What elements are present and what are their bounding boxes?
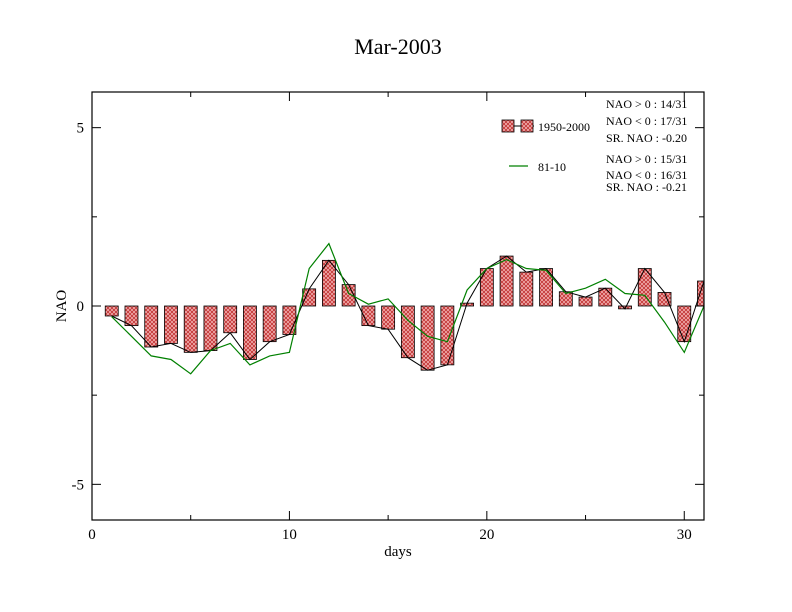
bar-day-22	[519, 271, 534, 307]
bar-day-9	[262, 305, 277, 343]
bar-day-15	[381, 305, 396, 330]
x-axis-label: days	[384, 544, 412, 560]
stats-81-10: NAO > 0 : 15/31 NAO < 0 : 16/31 SR. NAO …	[606, 152, 687, 194]
bar-day-30	[677, 305, 692, 343]
legend-label-1950-2000: 1950-2000	[538, 120, 590, 134]
bar-day-2	[124, 305, 139, 327]
axis-ticks: 0 10 20 30 -5 0 5	[72, 92, 704, 543]
bar-day-4	[164, 305, 178, 344]
bar-day-10	[282, 305, 297, 335]
bar-day-3	[144, 305, 159, 348]
y-axis-label: NAO	[54, 290, 70, 323]
bar-day-5	[183, 305, 198, 353]
stat-nao-negative-1950-2000: NAO < 0 : 17/31	[606, 114, 687, 128]
bar-day-8	[243, 305, 257, 360]
legend-label-81-10: 81-10	[538, 160, 566, 174]
x-tick-label-20: 20	[479, 527, 494, 543]
stat-sr-nao-81-10: SR. NAO : -0.21	[606, 180, 687, 194]
bar-day-31	[697, 280, 704, 307]
bar-day-18	[440, 305, 455, 366]
bar-day-7	[223, 305, 238, 334]
bar-day-13	[341, 284, 356, 307]
chart-title: Mar-2003	[354, 34, 442, 59]
bar-day-25	[578, 296, 593, 307]
y-tick-label-5: 5	[77, 121, 85, 137]
x-tick-label-0: 0	[88, 527, 96, 543]
legend-bar-swatch-right	[520, 119, 534, 133]
line-series-81-10	[111, 242, 704, 375]
stats-1950-2000: NAO > 0 : 14/31 NAO < 0 : 17/31 SR. NAO …	[606, 97, 687, 145]
legend-bar-swatch-left	[501, 119, 515, 133]
stat-sr-nao-1950-2000: SR. NAO : -0.20	[606, 131, 687, 145]
bar-day-26	[598, 287, 613, 307]
bar-day-6	[203, 305, 218, 351]
x-tick-label-10: 10	[282, 527, 297, 543]
stat-nao-positive-81-10: NAO > 0 : 15/31	[606, 152, 687, 166]
y-tick-label--5: -5	[72, 477, 85, 493]
bar-day-21	[499, 255, 514, 307]
bar-day-1	[104, 305, 119, 317]
bar-series-1950-2000	[104, 255, 704, 371]
bar-day-11	[302, 288, 317, 307]
x-tick-label-30: 30	[677, 527, 692, 543]
bar-day-16	[400, 305, 415, 359]
legend: 1950-2000 81-10	[501, 119, 590, 174]
y-tick-label-0: 0	[77, 299, 85, 315]
stat-nao-positive-1950-2000: NAO > 0 : 14/31	[606, 97, 687, 111]
stat-nao-negative-81-10: NAO < 0 : 16/31	[606, 168, 687, 182]
